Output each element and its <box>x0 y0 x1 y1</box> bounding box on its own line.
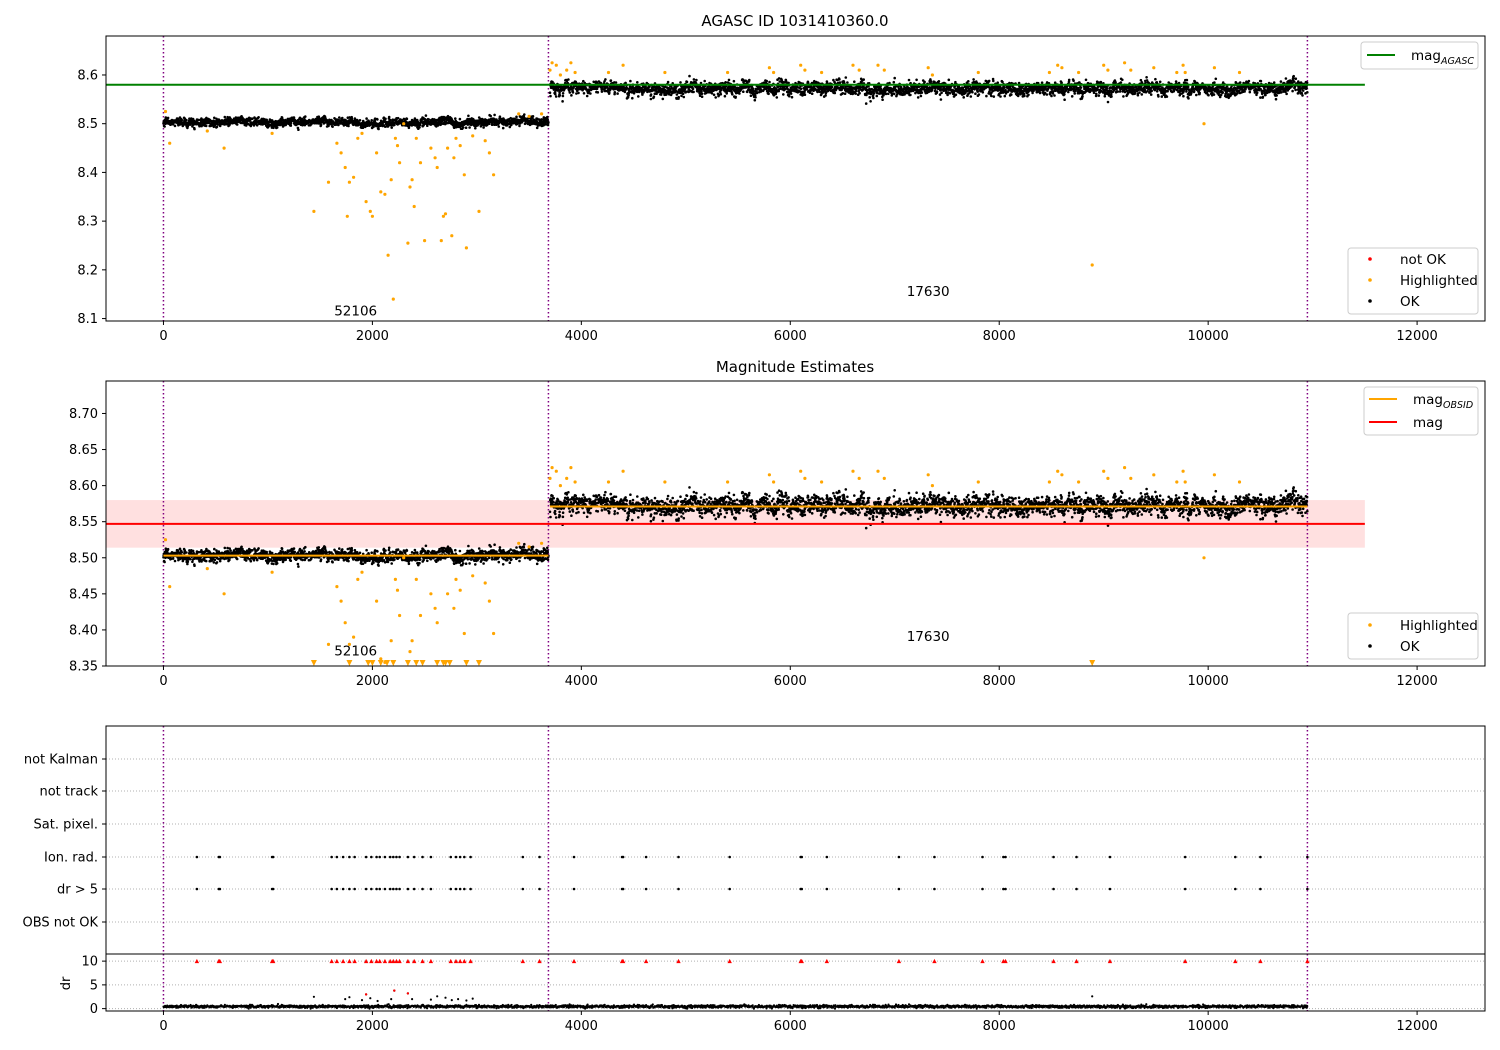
legend-label: not OK <box>1400 252 1447 268</box>
y-tick-label: 8.65 <box>69 443 98 458</box>
obsid-label: 52106 <box>334 303 377 319</box>
y-tick-label: 8.40 <box>69 623 98 638</box>
panel-magnitude-plot: 52106 17630 0 2000 4000 6000 8000 10000 12000 8.3… <box>69 380 1486 689</box>
legend-point-swatch <box>1368 644 1372 648</box>
dr-axis-label: dr <box>59 976 74 990</box>
y-tick-label: 8.5 <box>77 117 98 132</box>
legend-label: OK <box>1400 639 1421 655</box>
legend-point-swatch <box>1368 623 1372 627</box>
y-tick-label: 8.3 <box>77 215 98 230</box>
x-tick-label: 6000 <box>774 674 807 689</box>
y-tick-label: 8.35 <box>69 660 98 675</box>
x-tick-label: 2000 <box>356 674 389 689</box>
flag-category-label: not track <box>39 785 98 800</box>
x-tick-label: 0 <box>159 329 167 344</box>
flag-category-label: Sat. pixel. <box>34 818 98 833</box>
obsid-label: 17630 <box>907 629 950 645</box>
x-tick-label: 8000 <box>983 674 1016 689</box>
y-tick-label: 10 <box>81 955 98 970</box>
flag-category-label: Ion. rad. <box>44 851 98 866</box>
x-tick-label: 2000 <box>356 1019 389 1034</box>
y-tick-label: 5 <box>90 978 98 993</box>
legend-box <box>1360 41 1479 70</box>
legend-points: not OK Highlighted OK <box>1347 247 1479 315</box>
x-tick-label: 12000 <box>1396 674 1437 689</box>
x-tick-label: 10000 <box>1187 329 1228 344</box>
y-tick-label: 8.70 <box>69 407 98 422</box>
x-tick-label: 6000 <box>774 329 807 344</box>
legend-label: Highlighted <box>1400 618 1478 634</box>
legend-points: Highlighted OK <box>1347 612 1479 660</box>
x-tick-label: 8000 <box>983 329 1016 344</box>
x-tick-label: 2000 <box>356 329 389 344</box>
panel-agasc-plot: 52106 17630 0 2000 4000 6000 8000 10000 12000 8.1… <box>77 35 1486 344</box>
y-tick-label: 8.1 <box>77 312 98 327</box>
legend-label: Highlighted <box>1400 273 1478 289</box>
x-tick-label: 4000 <box>565 329 598 344</box>
x-tick-label: 10000 <box>1187 1019 1228 1034</box>
y-tick-label: 8.4 <box>77 166 98 181</box>
x-tick-label: 8000 <box>983 1019 1016 1034</box>
y-tick-label: 8.2 <box>77 263 98 278</box>
y-tick-label: 8.60 <box>69 479 98 494</box>
panel-dr: 0 2000 4000 6000 8000 10000 12000 0 5 10 dr <box>59 953 1486 1034</box>
y-tick-label: 0 <box>90 1002 98 1017</box>
flag-category-label: dr > 5 <box>57 883 98 898</box>
x-tick-label: 4000 <box>565 1019 598 1034</box>
ok-points <box>162 74 1309 131</box>
panel-dr-plot: 0 2000 4000 6000 8000 10000 12000 0 5 10 dr <box>59 953 1486 1034</box>
legend-box <box>1347 612 1479 660</box>
axes-frame <box>105 380 1486 667</box>
axes-frame <box>105 35 1486 322</box>
clipped-highlighted-markers <box>310 660 1096 666</box>
obsid-label: 52106 <box>334 644 377 660</box>
panel-magnitude-estimates: Magnitude Estimates 52106 17630 0 2000 4000 6… <box>69 358 1486 689</box>
obsid-label: 17630 <box>907 284 950 300</box>
x-tick-label: 0 <box>159 1019 167 1034</box>
x-tick-label: 6000 <box>774 1019 807 1034</box>
panel-agasc: AGASC ID 1031410360.0 52106 17630 0 2000 400… <box>77 12 1486 344</box>
flag-category-label: not Kalman <box>24 753 98 768</box>
x-tick-label: 12000 <box>1396 329 1437 344</box>
x-tick-label: 4000 <box>565 674 598 689</box>
legend-label: OK <box>1400 294 1421 310</box>
x-tick-label: 0 <box>159 674 167 689</box>
x-tick-label: 12000 <box>1396 1019 1437 1034</box>
y-tick-label: 8.50 <box>69 551 98 566</box>
legend-label: mag <box>1413 415 1443 431</box>
panel-flags: OBS not OK dr > 5 Ion. rad. Sat. pixel. not … <box>23 725 1486 955</box>
y-tick-label: 8.55 <box>69 515 98 530</box>
legend-point-swatch <box>1368 278 1372 282</box>
legend-point-swatch <box>1368 299 1372 303</box>
flag-category-label: OBS not OK <box>23 916 99 931</box>
y-tick-label: 8.45 <box>69 587 98 602</box>
axes-frame <box>105 953 1486 1012</box>
panel-magnitude-title: Magnitude Estimates <box>716 358 874 376</box>
legend-point-swatch <box>1368 257 1372 261</box>
y-tick-label: 8.6 <box>77 68 98 83</box>
x-tick-label: 10000 <box>1187 674 1228 689</box>
dr-points <box>162 1002 1309 1010</box>
legend-lines: magAGASC <box>1360 41 1479 70</box>
panel-flags-plot: OBS not OK dr > 5 Ion. rad. Sat. pixel. not … <box>23 725 1486 955</box>
legend-box <box>1347 247 1479 315</box>
panel-agasc-title: AGASC ID 1031410360.0 <box>701 12 888 30</box>
